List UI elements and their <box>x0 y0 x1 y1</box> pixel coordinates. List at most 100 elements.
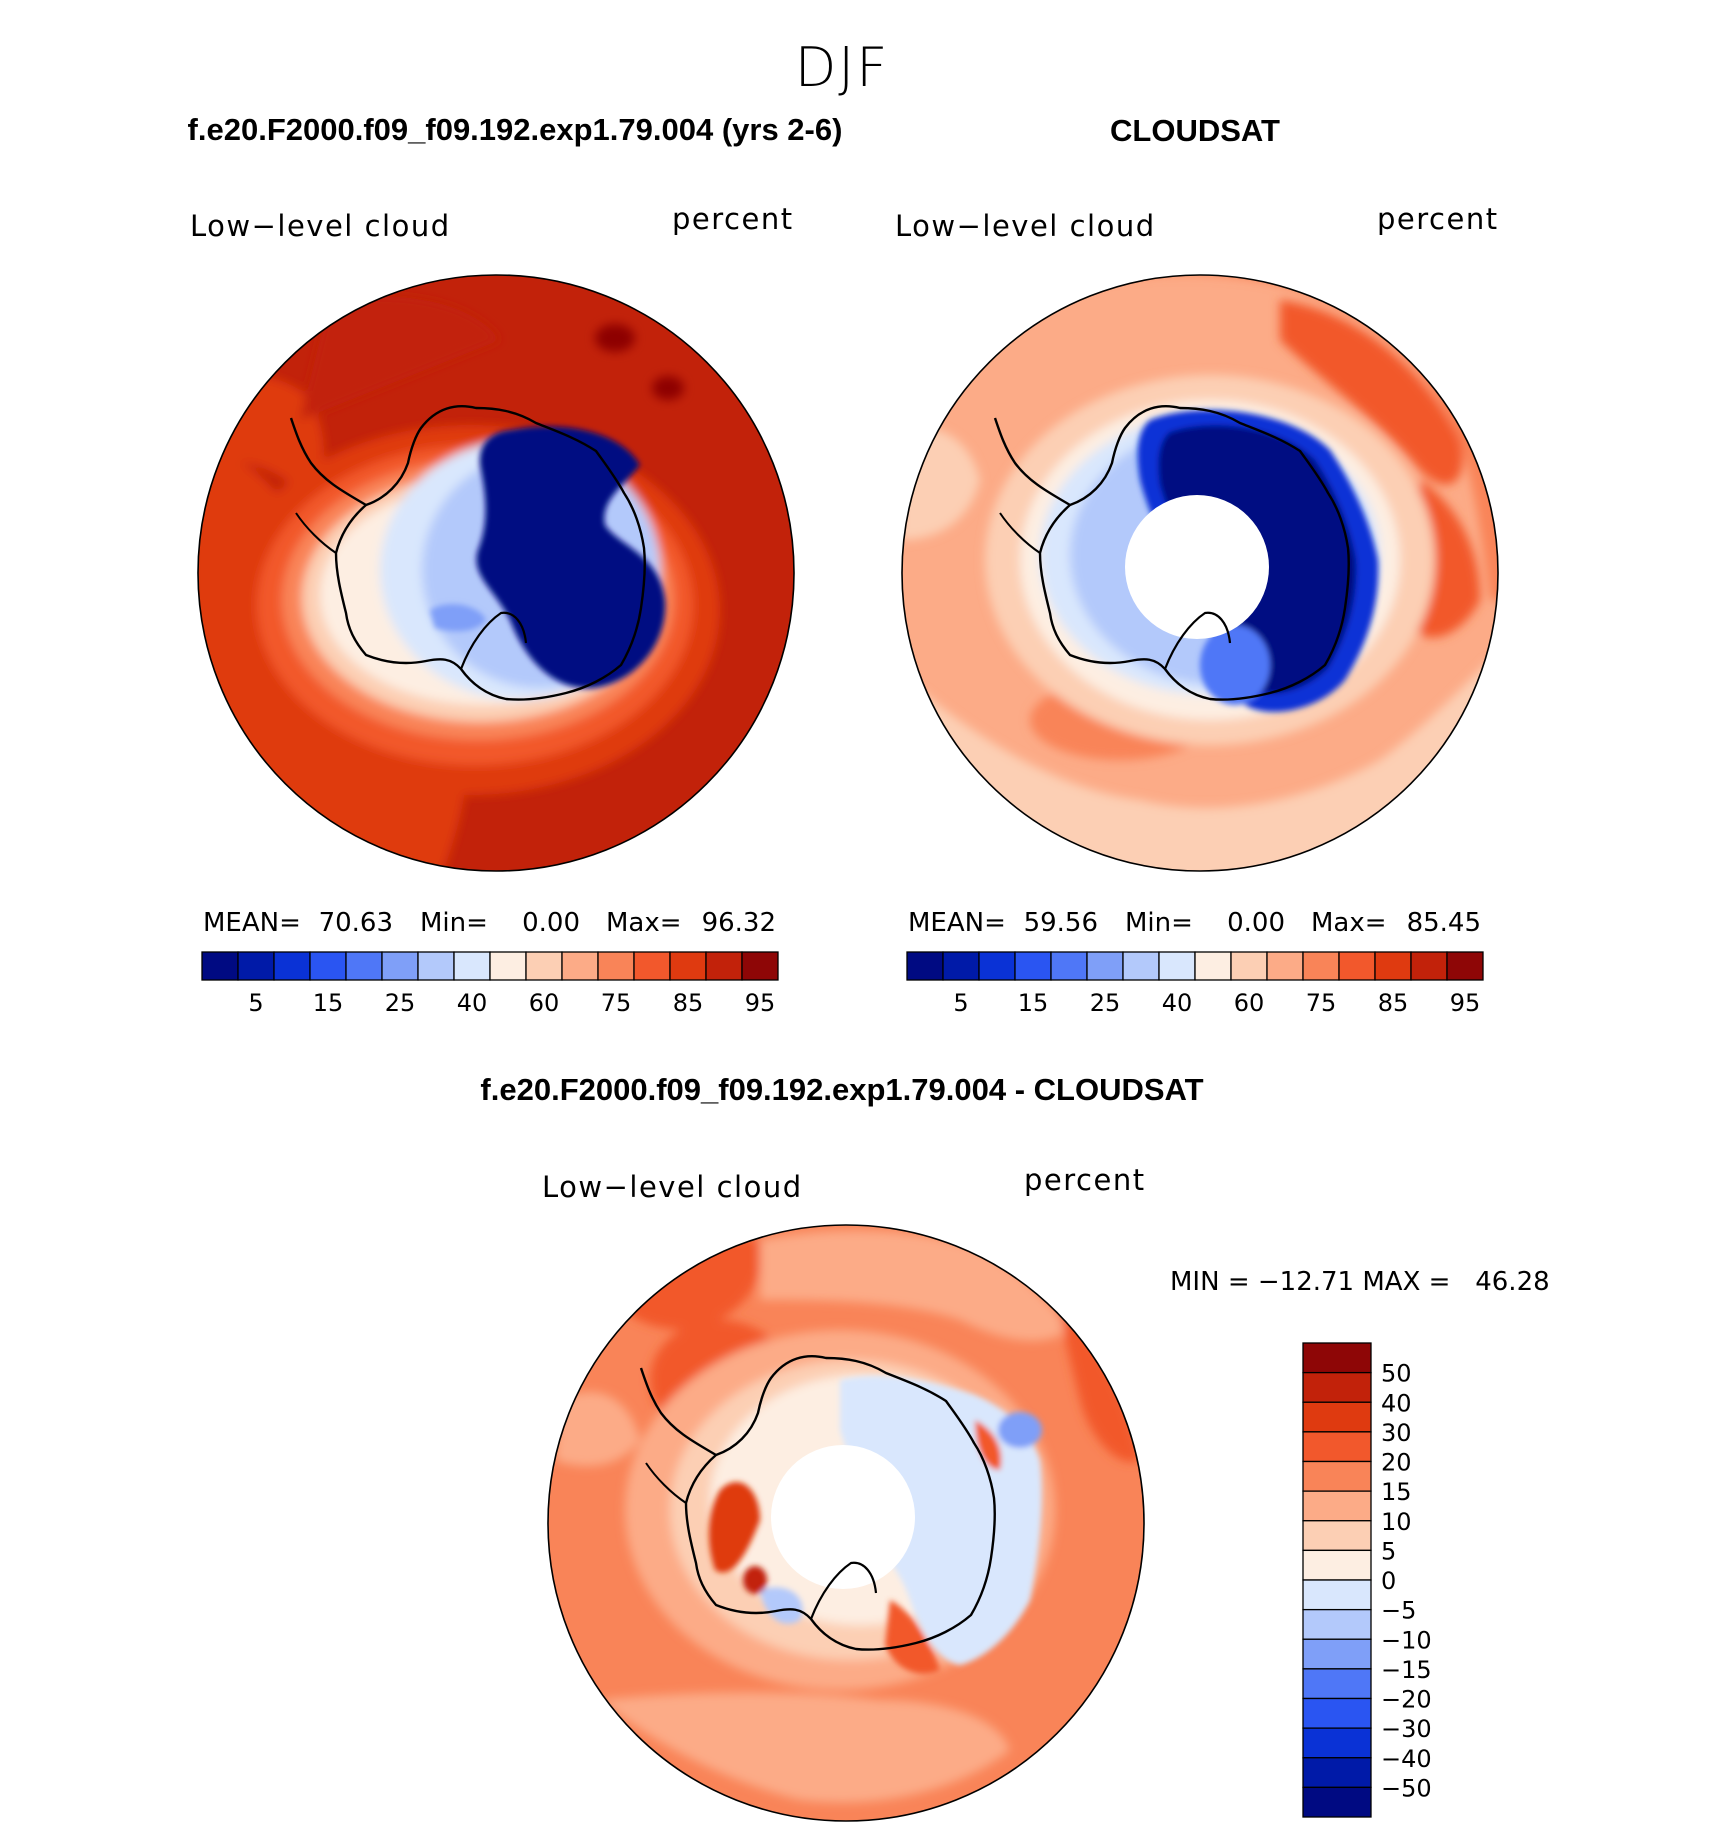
panel-b-labelbar-tick: 25 <box>1090 989 1121 1017</box>
panel-a-labelbar-box <box>669 951 707 981</box>
panel-b-labelbar-box <box>1446 951 1484 981</box>
panel-a-labelbar-box <box>741 951 779 981</box>
panel-b-labelbar-tick: 5 <box>953 989 968 1017</box>
diff-labelbar-tick: −5 <box>1381 1597 1416 1625</box>
panel-b-min-label: Min= <box>1125 908 1193 938</box>
diff-labelbar-box <box>1302 1460 1372 1492</box>
panel-a-mean-label: MEAN= <box>203 908 301 938</box>
panel-b-labelbar-box <box>1302 951 1340 981</box>
diff-labelbar-box <box>1302 1431 1372 1463</box>
panel-b-map <box>901 274 1499 872</box>
panel-b-labelbar-box <box>1194 951 1232 981</box>
panel-b-labelbar-tick: 85 <box>1378 989 1409 1017</box>
panel-a-units-label: percent <box>672 202 794 236</box>
panel-a-labelbar-tick: 15 <box>313 989 344 1017</box>
panel-b-mean-label: MEAN= <box>908 908 1006 938</box>
panel-b-max-value: 85.45 <box>1407 908 1481 938</box>
panel-a-coastline <box>289 405 646 701</box>
diff-panel-title: f.e20.F2000.f09_f09.192.exp1.79.004 - CL… <box>480 1072 1203 1107</box>
panel-a-labelbar-tick: 85 <box>673 989 704 1017</box>
panel-b-labelbar-tick: 60 <box>1234 989 1265 1017</box>
diff-labelbar-tick: −15 <box>1381 1656 1432 1684</box>
panel-b-labelbar-tick: 95 <box>1450 989 1481 1017</box>
panel-a-labelbar-box <box>309 951 347 981</box>
diff-labelbar-tick: 10 <box>1381 1508 1412 1536</box>
diff-labelbar-box <box>1302 1638 1372 1670</box>
panel-a-labelbar-box <box>705 951 743 981</box>
diff-labelbar-tick: −30 <box>1381 1715 1432 1743</box>
diff-labelbar-tick: 40 <box>1381 1389 1412 1417</box>
diff-labelbar-tick: 30 <box>1381 1419 1412 1447</box>
panel-b-stats: MEAN= 59.56 Min= 0.00 Max= 85.45 <box>908 908 1481 938</box>
diff-coastline <box>639 1355 996 1651</box>
panel-b-coastline <box>993 405 1350 701</box>
panel-b-min-value: 0.00 <box>1227 908 1285 938</box>
panel-a-labelbar-tick: 40 <box>457 989 488 1017</box>
panel-a-labelbar-tick: 95 <box>745 989 776 1017</box>
diff-labelbar-tick: −50 <box>1381 1774 1432 1802</box>
panel-b-variable-label: Low−level cloud <box>895 209 1156 243</box>
panel-a-labelbar-box <box>597 951 635 981</box>
panel-a-labelbar-box <box>273 951 311 981</box>
panel-a-labelbar-box <box>237 951 275 981</box>
diff-labelbar-box <box>1302 1401 1372 1433</box>
panel-a-min-label: Min= <box>420 908 488 938</box>
panel-b-units-label: percent <box>1377 202 1499 236</box>
panel-a-labelbar-box <box>633 951 671 981</box>
panel-b-labelbar-box <box>1122 951 1160 981</box>
panel-a-map <box>197 274 795 872</box>
panel-b-max-label: Max= <box>1311 908 1387 938</box>
panel-a-labelbar-box <box>561 951 599 981</box>
diff-labelbar-box <box>1302 1697 1372 1729</box>
panel-a-labelbar-box <box>489 951 527 981</box>
panel-b-labelbar-box <box>942 951 980 981</box>
panel-b-labelbar-tick: 40 <box>1162 989 1193 1017</box>
panel-b-title: CLOUDSAT <box>1110 113 1280 148</box>
diff-labelbar-tick: 15 <box>1381 1478 1412 1506</box>
panel-a-max-label: Max= <box>606 908 682 938</box>
panel-a-labelbar: 5 15 25 40 60 75 85 95 <box>201 951 779 1017</box>
diff-labelbar-tick: 20 <box>1381 1449 1412 1477</box>
panel-b-labelbar-box <box>1338 951 1376 981</box>
diff-variable-label: Low−level cloud <box>542 1170 803 1204</box>
diff-labelbar-box <box>1302 1668 1372 1700</box>
diff-labelbar-tick: −40 <box>1381 1745 1432 1773</box>
panel-b-labelbar-box <box>1050 951 1088 981</box>
panel-b-labelbar-box <box>1266 951 1304 981</box>
diff-labelbar-box <box>1302 1549 1372 1581</box>
panel-a-labelbar-box <box>417 951 455 981</box>
panel-b-labelbar-box <box>1014 951 1052 981</box>
diff-units-label: percent <box>1024 1163 1146 1197</box>
panel-a-labelbar-tick: 75 <box>601 989 632 1017</box>
panel-b-labelbar-box <box>906 951 944 981</box>
panel-a-labelbar-box <box>525 951 563 981</box>
diff-labelbar-tick: 0 <box>1381 1567 1396 1595</box>
panel-a-labelbar-tick: 25 <box>385 989 416 1017</box>
panel-a-max-value: 96.32 <box>702 908 776 938</box>
season-title: DJF <box>795 36 890 99</box>
panel-b-labelbar-box <box>1230 951 1268 981</box>
panel-a-min-value: 0.00 <box>522 908 580 938</box>
panel-a-labelbar-tick: 5 <box>248 989 263 1017</box>
panel-b-labelbar-box <box>1158 951 1196 981</box>
panel-a-labelbar-box <box>381 951 419 981</box>
panel-a-labelbar-box <box>453 951 491 981</box>
diff-labelbar-box <box>1302 1342 1372 1374</box>
diff-labelbar-tick: −10 <box>1381 1626 1432 1654</box>
panel-b-labelbar: 5 15 25 40 60 75 85 95 <box>906 951 1484 1017</box>
panel-a-stats: MEAN= 70.63 Min= 0.00 Max= 96.32 <box>203 908 776 938</box>
diff-labelbar-box <box>1302 1757 1372 1789</box>
panel-b-labelbar-box <box>1410 951 1448 981</box>
diff-labelbar-box <box>1302 1520 1372 1552</box>
diff-labelbar-box <box>1302 1727 1372 1759</box>
diff-labelbar-box <box>1302 1371 1372 1403</box>
panel-b-labelbar-tick: 75 <box>1306 989 1337 1017</box>
panel-b-labelbar-box <box>978 951 1016 981</box>
diff-map <box>547 1224 1145 1822</box>
panel-a-labelbar-tick: 60 <box>529 989 560 1017</box>
panel-b-labelbar-box <box>1374 951 1412 981</box>
panel-b-labelbar-box <box>1086 951 1124 981</box>
diff-labelbar-tick: 50 <box>1381 1360 1412 1388</box>
